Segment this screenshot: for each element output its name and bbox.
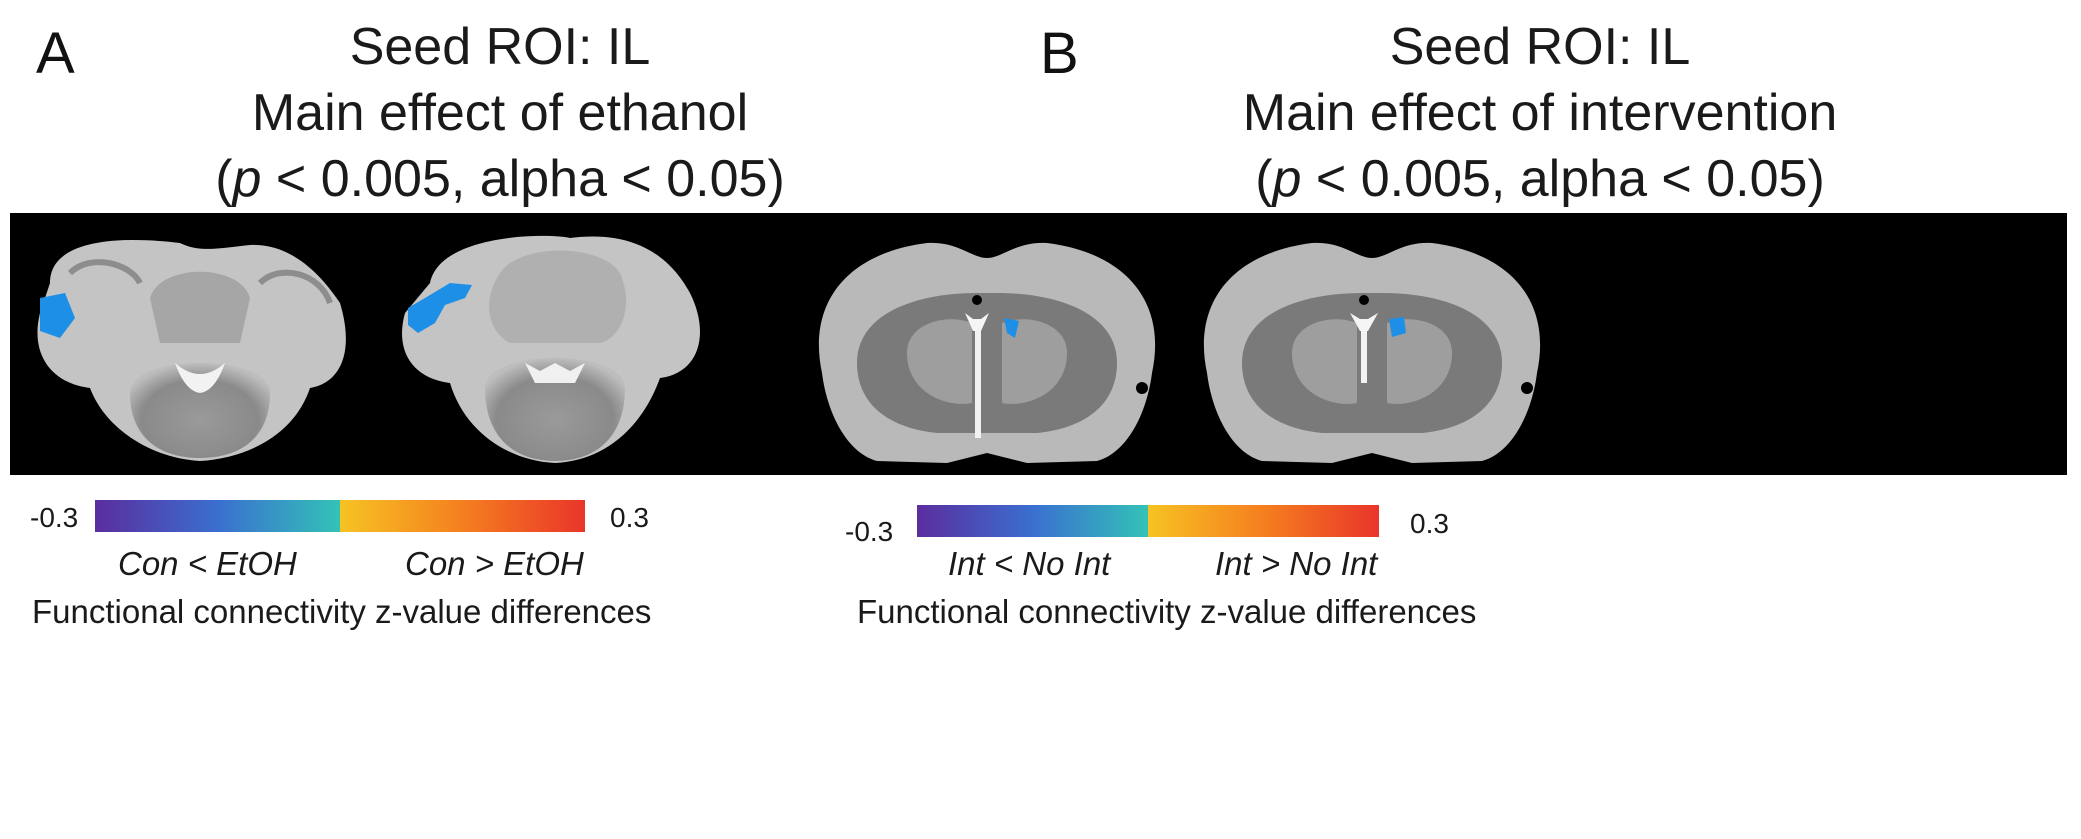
title-p: p xyxy=(232,150,262,208)
comparison-right: Con > EtOH xyxy=(405,545,584,582)
title-line-2: Main effect of ethanol xyxy=(251,84,749,142)
comparison-left: Int < No Int xyxy=(948,545,1111,582)
colorbar-caption: Functional connectivity z-value differen… xyxy=(32,593,652,630)
brain-slice-2 xyxy=(402,235,700,463)
brain-slice-1 xyxy=(37,239,346,461)
title-line-1: Seed ROI: IL xyxy=(1389,18,1691,76)
colorbar-min-label: -0.3 xyxy=(845,516,894,547)
brain-slices-image xyxy=(797,213,2067,475)
colorbar xyxy=(917,505,1379,537)
panel-title: Seed ROI: IL Main effect of ethanol (p <… xyxy=(170,14,830,212)
comparison-right: Int > No Int xyxy=(1215,545,1378,582)
panel-b: B Seed ROI: IL Main effect of interventi… xyxy=(1040,0,2081,839)
title-line-2: Main effect of intervention xyxy=(1242,84,1838,142)
title-threshold: < 0.005, alpha < 0.05) xyxy=(1301,150,1825,208)
panel-letter: B xyxy=(1040,21,1079,86)
comparison-left: Con < EtOH xyxy=(118,545,297,582)
title-threshold: < 0.005, alpha < 0.05) xyxy=(261,150,785,208)
brain-slices-image xyxy=(10,213,1010,475)
panel-title: Seed ROI: IL Main effect of intervention… xyxy=(1190,14,1890,212)
cluster-blob xyxy=(1389,317,1406,337)
colorbar-max-label: 0.3 xyxy=(610,502,649,533)
title-line-3: (p < 0.005, alpha < 0.05) xyxy=(215,150,785,208)
title-p: p xyxy=(1272,150,1302,208)
brain-slice-2 xyxy=(1196,242,1541,463)
colorbar xyxy=(95,500,585,532)
title-line-3: (p < 0.005, alpha < 0.05) xyxy=(1255,150,1825,208)
panel-a: A Seed ROI: IL Main effect of ethanol (p… xyxy=(0,0,1040,839)
colorbar-max-label: 0.3 xyxy=(1410,508,1449,539)
cluster-blob xyxy=(40,293,75,338)
colorbar-caption: Functional connectivity z-value differen… xyxy=(857,593,1477,630)
colorbar-min-label: -0.3 xyxy=(30,502,79,533)
cluster-blob xyxy=(408,283,472,333)
panel-letter: A xyxy=(36,21,75,86)
title-line-1: Seed ROI: IL xyxy=(349,18,651,76)
cluster-blob xyxy=(1004,318,1019,338)
brain-slice-1 xyxy=(811,242,1156,463)
